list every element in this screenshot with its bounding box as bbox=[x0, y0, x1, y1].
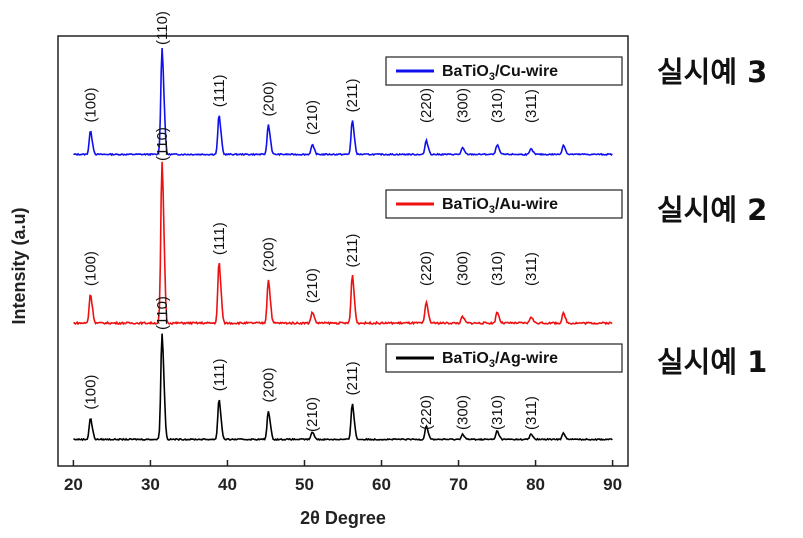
peak-label: (100) bbox=[82, 375, 99, 410]
peak-label: (111) bbox=[211, 222, 228, 255]
x-axis: 20 30 40 50 60 70 80 90 bbox=[64, 460, 622, 494]
sample-label: 실시예 3 bbox=[657, 55, 767, 89]
peak-label: (300) bbox=[454, 251, 471, 286]
peak-label: (220) bbox=[418, 251, 435, 286]
peak-label: (200) bbox=[260, 81, 277, 116]
peak-label: (220) bbox=[418, 88, 435, 123]
peak-label: (210) bbox=[304, 397, 321, 432]
plot-frame bbox=[57, 35, 629, 467]
peak-label: (220) bbox=[418, 395, 435, 430]
x-tick-label: 20 bbox=[64, 475, 83, 494]
peak-label: (110) bbox=[154, 11, 171, 45]
peak-label: (211) bbox=[344, 361, 361, 395]
sample-label: 실시예 2 bbox=[657, 193, 767, 227]
series-line bbox=[73, 161, 613, 326]
peak-label: (211) bbox=[344, 234, 361, 268]
peak-label: (310) bbox=[489, 251, 506, 286]
series-2: (100) (110) (111) (200) (210) (211) (220) (300)… bbox=[73, 127, 767, 326]
series-line bbox=[73, 333, 613, 442]
peak-label: (311) bbox=[523, 89, 540, 123]
x-tick-label: 30 bbox=[141, 475, 160, 494]
peak-label: (210) bbox=[304, 100, 321, 135]
peak-label: (100) bbox=[82, 88, 99, 123]
legend-label: BaTiO3/Cu-wire bbox=[442, 63, 558, 83]
x-tick-label: 70 bbox=[449, 475, 468, 494]
peak-label: (210) bbox=[304, 268, 321, 303]
series-3: (100) (110) (111) (200) (210) (211) (220) (300)… bbox=[73, 296, 767, 442]
series-line bbox=[73, 47, 613, 157]
peak-label: (310) bbox=[489, 395, 506, 430]
peak-label: (300) bbox=[454, 395, 471, 430]
peak-label: (300) bbox=[454, 88, 471, 123]
series-1: (100) (110) (111) (200) (210) (211) (220) (300)… bbox=[73, 11, 767, 157]
x-axis-title: 2θ Degree bbox=[300, 508, 386, 528]
legend-box bbox=[385, 56, 623, 86]
legend-label: BaTiO3/Au-wire bbox=[442, 196, 558, 216]
peak-label: (110) bbox=[154, 127, 171, 161]
x-tick-label: 60 bbox=[372, 475, 391, 494]
x-tick-label: 90 bbox=[603, 475, 622, 494]
peak-label: (311) bbox=[523, 396, 540, 430]
peak-label: (211) bbox=[344, 78, 361, 112]
legend-label: BaTiO3/Ag-wire bbox=[442, 350, 558, 370]
x-tick-label: 50 bbox=[295, 475, 314, 494]
y-axis-title: Intensity (a.u) bbox=[9, 207, 29, 324]
x-tick-label: 40 bbox=[218, 475, 237, 494]
series-layer: (100) (110) (111) (200) (210) (211) (220) (300)… bbox=[73, 11, 767, 442]
peak-label: (311) bbox=[523, 252, 540, 286]
peak-label: (310) bbox=[489, 88, 506, 123]
peak-label: (200) bbox=[260, 237, 277, 272]
peak-label: (110) bbox=[154, 296, 171, 330]
peak-label: (100) bbox=[82, 251, 99, 286]
peak-label: (111) bbox=[211, 74, 228, 107]
x-tick-label: 80 bbox=[526, 475, 545, 494]
peak-label: (111) bbox=[211, 358, 228, 391]
sample-label: 실시예 1 bbox=[657, 345, 767, 379]
peak-label: (200) bbox=[260, 367, 277, 402]
